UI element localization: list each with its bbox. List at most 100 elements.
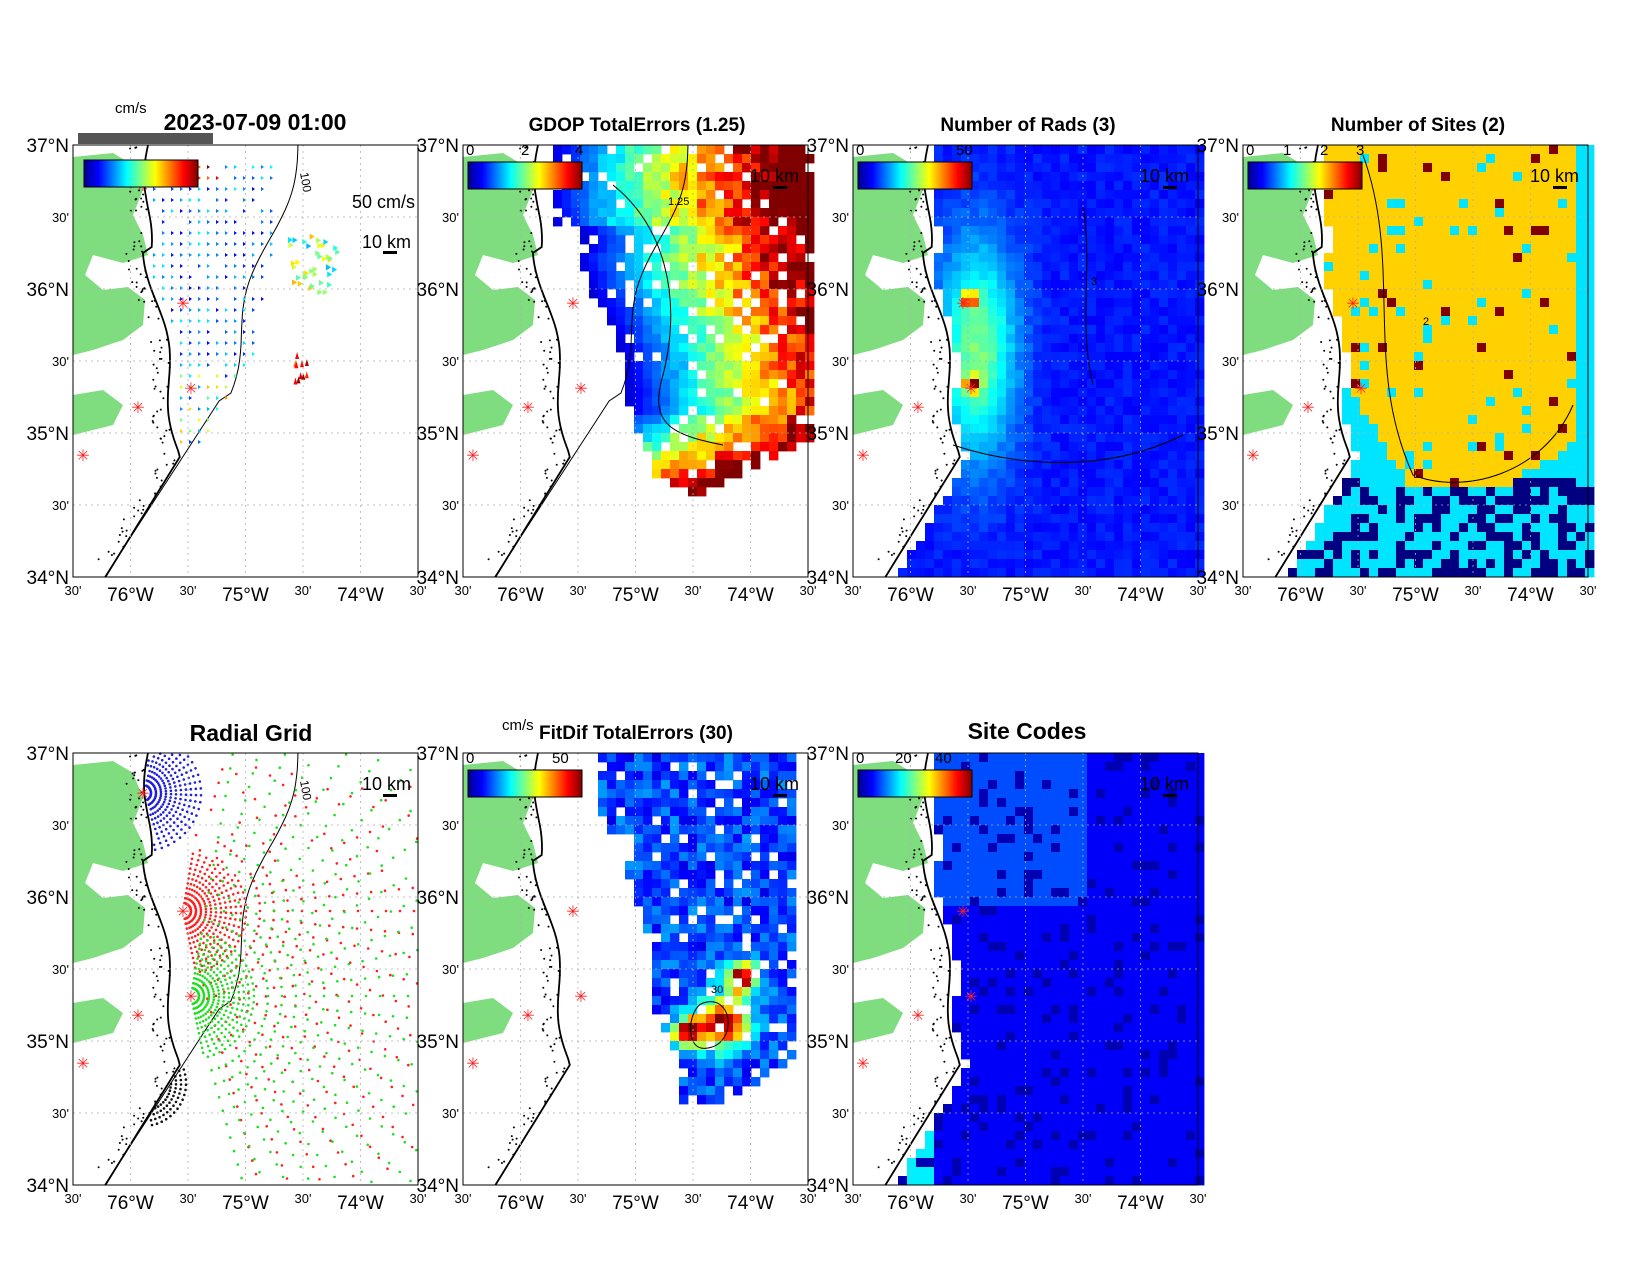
field-cell: [1432, 316, 1442, 326]
field-cell: [979, 235, 989, 245]
field-cell: [1150, 271, 1160, 281]
island-dot: [135, 209, 137, 212]
land: [73, 390, 123, 435]
field-cell: [1432, 388, 1442, 398]
island-dot: [936, 468, 939, 471]
field-cell: [1150, 523, 1160, 533]
current-vector: [162, 253, 165, 257]
island-dot: [511, 530, 514, 533]
radial-grid-point: [152, 843, 156, 847]
field-cell: [1087, 361, 1097, 371]
radial-grid-point: [192, 806, 196, 809]
field-cell: [1006, 154, 1016, 164]
field-cell: [1459, 568, 1469, 578]
field-cell: [1033, 244, 1043, 254]
field-cell: [1531, 262, 1541, 272]
field-cell: [1114, 460, 1124, 470]
field-cell: [1123, 199, 1133, 209]
field-cell: [997, 478, 1007, 488]
field-cell: [760, 442, 770, 452]
field-cell: [1441, 442, 1451, 452]
field-cell: [1132, 550, 1142, 560]
radial-grid-point: [161, 765, 165, 768]
field-cell: [1387, 190, 1397, 200]
field-cell: [1432, 442, 1442, 452]
field-cell: [943, 208, 953, 218]
field-cell: [1051, 478, 1061, 488]
field-cell: [1450, 541, 1460, 551]
field-cell: [1585, 370, 1595, 380]
island-dot: [915, 267, 918, 270]
field-cell: [1033, 145, 1043, 155]
field-cell: [934, 217, 944, 227]
field-cell: [1042, 325, 1052, 335]
current-vector: [216, 242, 219, 246]
field-cell: [1459, 370, 1469, 380]
island-dot: [934, 472, 937, 475]
field-cell: [1540, 271, 1550, 281]
radial-grid-point: [225, 889, 228, 892]
field-cell: [1405, 433, 1415, 443]
field-cell: [607, 253, 617, 263]
field-cell: [1024, 289, 1034, 299]
field-cell: [1450, 460, 1460, 470]
field-cell: [1123, 496, 1133, 506]
radial-grid-point: [185, 887, 189, 890]
field-cell: [1495, 271, 1505, 281]
field-cell: [1441, 217, 1451, 227]
field-cell: [751, 388, 761, 398]
field-cell: [1342, 496, 1352, 506]
field-cell: [1168, 568, 1178, 578]
island-dot: [1310, 291, 1313, 294]
field-cell: [643, 316, 653, 326]
field-cell: [760, 325, 770, 335]
current-vector: [252, 308, 255, 312]
field-cell: [979, 226, 989, 236]
field-cell: [706, 343, 716, 353]
field-cell: [742, 145, 752, 155]
field-cell: [1387, 370, 1397, 380]
field-cell: [943, 298, 953, 308]
field-cell: [1513, 208, 1523, 218]
field-cell: [1513, 352, 1523, 362]
field-cell: [1585, 181, 1595, 191]
island-dot: [138, 499, 141, 502]
field-cell: [634, 370, 644, 380]
current-vector: [189, 297, 192, 301]
field-cell: [634, 217, 644, 227]
radial-grid-point: [206, 923, 209, 927]
radial-grid-point: [196, 939, 199, 942]
field-cell: [733, 280, 743, 290]
radial-grid-point: [153, 816, 157, 820]
lat-tick-label: 36°N: [807, 280, 849, 301]
field-cell: [1132, 325, 1142, 335]
lat-tick-label: 30': [832, 498, 849, 513]
field-cell: [805, 262, 815, 272]
field-cell: [1069, 181, 1079, 191]
field-cell: [634, 334, 644, 344]
field-cell: [1033, 163, 1043, 173]
field-cell: [1513, 316, 1523, 326]
field-cell: [1432, 253, 1442, 263]
field-cell: [934, 199, 944, 209]
field-cell: [1351, 208, 1361, 218]
field-cell: [661, 316, 671, 326]
field-cell: [1441, 289, 1451, 299]
panel-title: GDOP TotalErrors (1.25): [529, 115, 746, 136]
field-cell: [697, 262, 707, 272]
field-cell: [1360, 568, 1370, 578]
field-cell: [1342, 415, 1352, 425]
radial-grid-point: [208, 900, 211, 904]
field-cell: [1369, 460, 1379, 470]
radial-grid-point: [178, 753, 182, 757]
field-cell: [1567, 172, 1577, 182]
field-cell: [1060, 469, 1070, 479]
field-cell: [1141, 397, 1151, 407]
field-cell: [1504, 478, 1514, 488]
field-cell: [1114, 190, 1124, 200]
island-dot: [159, 408, 162, 411]
field-cell: [1042, 145, 1052, 155]
field-cell: [952, 298, 962, 308]
field-cell: [643, 415, 653, 425]
field-cell: [1522, 280, 1532, 290]
